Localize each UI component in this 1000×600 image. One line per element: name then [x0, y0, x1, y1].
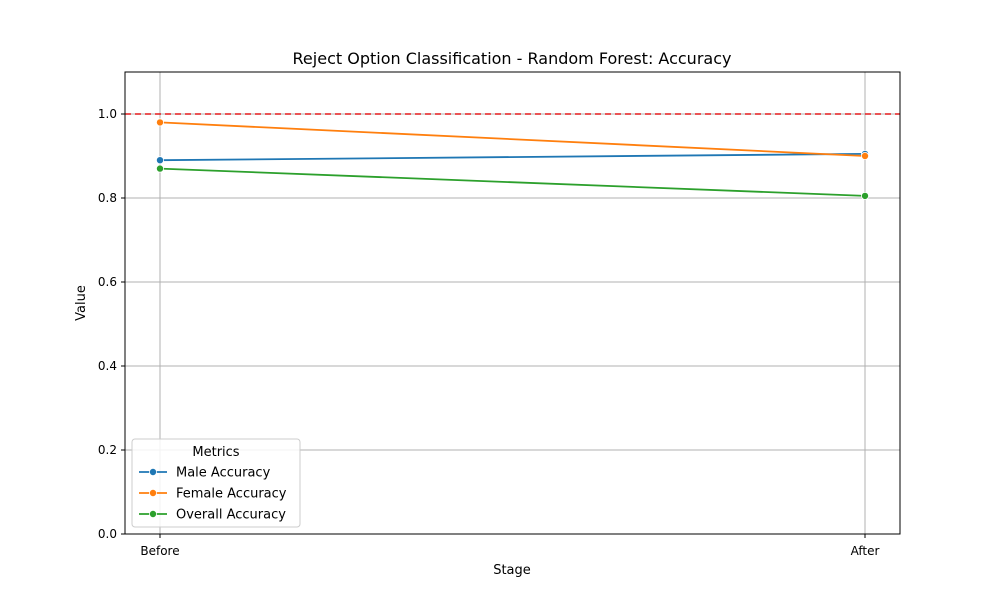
data-point: [155, 118, 164, 127]
y-tick-label: 0.8: [98, 191, 117, 205]
data-point: [155, 156, 164, 165]
plot-frame: [124, 71, 901, 535]
x-tick-label: Before: [140, 544, 179, 558]
legend[interactable]: Metrics Male Accuracy Female Accuracy Over…: [131, 438, 301, 528]
x-tick-label: After: [851, 544, 880, 558]
legend-box: [131, 438, 301, 528]
y-tick-label: 1.0: [98, 107, 117, 121]
x-axis-label: Stage: [493, 563, 531, 578]
y-tick-label: 0.2: [98, 443, 117, 457]
data-point: [155, 164, 164, 173]
chart-title: Reject Option Classification - Random Fo…: [293, 49, 732, 68]
legend-label: Female Accuracy: [176, 487, 287, 502]
axis-ticks: 0.0 0.2 0.4 0.6 0.8 1.0 Before After: [98, 107, 880, 558]
legend-swatch-marker: [148, 509, 157, 518]
series-line: [159, 153, 866, 162]
y-tick-label: 0.4: [98, 359, 117, 373]
y-tick-label: 0.6: [98, 275, 117, 289]
data-point: [861, 191, 870, 200]
legend-swatch-marker: [148, 488, 157, 497]
legend-title: Metrics: [192, 445, 239, 460]
y-axis-label: Value: [74, 285, 89, 321]
legend-label: Male Accuracy: [176, 466, 271, 481]
data-point: [861, 151, 870, 160]
series-line: [159, 167, 866, 197]
series-line: [159, 121, 866, 157]
legend-swatch-marker: [148, 467, 157, 476]
legend-entries: Male Accuracy Female Accuracy Overall Accu…: [139, 466, 287, 523]
series-group: [155, 118, 870, 200]
y-tick-label: 0.0: [98, 527, 117, 541]
legend-label: Overall Accuracy: [176, 508, 286, 523]
